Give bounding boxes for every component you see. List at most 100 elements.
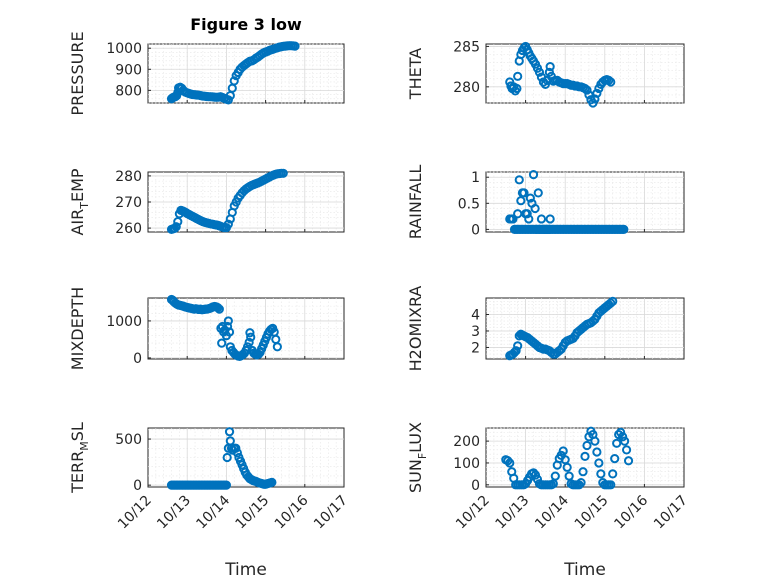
data-point bbox=[582, 440, 592, 451]
data-point bbox=[508, 214, 518, 224]
data-point bbox=[582, 85, 592, 95]
data-point bbox=[525, 193, 535, 203]
data-point bbox=[224, 427, 235, 437]
y-tick-label: 270 bbox=[115, 195, 142, 211]
x-tick-label: 10/17 bbox=[311, 493, 351, 533]
y-tick-label: 260 bbox=[115, 221, 142, 237]
y-tick-label: 800 bbox=[115, 83, 142, 99]
data-point bbox=[513, 71, 523, 81]
y-axis-label: MIXDEPTH bbox=[68, 287, 87, 370]
data-point bbox=[217, 338, 227, 348]
subplot-rainfall: 0 0.5 1 RAINFALL bbox=[406, 165, 685, 240]
y-tick-label: 0 bbox=[471, 222, 480, 238]
data-point bbox=[246, 332, 256, 342]
y-tick-label: 1000 bbox=[106, 314, 142, 330]
data-point bbox=[503, 456, 513, 466]
data-point bbox=[608, 296, 618, 306]
y-tick-label: 285 bbox=[453, 39, 480, 55]
subplot-pressure: 800 900 1000 PRESSURE bbox=[68, 31, 345, 116]
data-point bbox=[522, 209, 532, 219]
subplot-theta: 280 285 THETA bbox=[406, 39, 685, 108]
data-point bbox=[623, 456, 634, 466]
data-point bbox=[505, 458, 515, 468]
series-pressure bbox=[166, 41, 300, 105]
x-tick-label: 10/15 bbox=[572, 493, 612, 533]
x-tick-label: 10/16 bbox=[272, 492, 312, 532]
data-point bbox=[512, 83, 522, 94]
series-rainfall bbox=[505, 170, 629, 234]
data-point bbox=[530, 470, 541, 480]
series-sun-flux bbox=[501, 426, 634, 490]
x-tick-label: 10/13 bbox=[493, 493, 533, 533]
y-tick-label: 0 bbox=[133, 478, 142, 494]
series-h2omixra bbox=[505, 296, 618, 361]
y-tick-label: 0 bbox=[471, 478, 480, 494]
data-point bbox=[530, 203, 540, 214]
data-point bbox=[514, 175, 524, 185]
data-point bbox=[619, 224, 629, 234]
y-tick-label: 280 bbox=[453, 80, 480, 96]
x-tick-label: 10/14 bbox=[532, 492, 572, 532]
data-point bbox=[545, 62, 555, 72]
data-point bbox=[267, 477, 277, 487]
y-axis-label: PRESSURE bbox=[68, 31, 87, 115]
data-point bbox=[223, 219, 233, 229]
series-air-temp bbox=[166, 168, 288, 234]
x-tick-label: 10/16 bbox=[611, 492, 651, 532]
data-point bbox=[574, 480, 584, 490]
data-point bbox=[616, 427, 626, 437]
series-theta bbox=[505, 41, 616, 108]
data-point bbox=[245, 328, 255, 338]
y-tick-label: 1000 bbox=[106, 41, 142, 57]
y-tick-label: 900 bbox=[115, 62, 142, 78]
data-point bbox=[229, 76, 239, 86]
data-point bbox=[278, 168, 288, 178]
data-point bbox=[222, 452, 232, 463]
data-point bbox=[606, 480, 616, 490]
y-axis-label: AIRTEMP bbox=[68, 168, 91, 235]
data-point bbox=[580, 451, 590, 462]
data-point bbox=[608, 469, 618, 479]
y-tick-label: 3 bbox=[471, 324, 480, 340]
data-point bbox=[221, 480, 231, 490]
data-point bbox=[528, 170, 539, 180]
series-mixdepth bbox=[166, 294, 282, 362]
x-tick-label: 10/14 bbox=[193, 492, 233, 532]
y-tick-label: 4 bbox=[471, 307, 480, 323]
data-point bbox=[534, 67, 545, 77]
x-tick-label: 10/13 bbox=[154, 493, 194, 533]
data-point bbox=[594, 458, 604, 468]
y-axis-label: RAINFALL bbox=[406, 165, 425, 240]
data-point bbox=[232, 448, 242, 458]
data-point bbox=[562, 462, 572, 472]
data-point bbox=[590, 436, 600, 446]
y-axis-label: SUNFLUX bbox=[406, 422, 429, 493]
data-point bbox=[511, 346, 521, 356]
data-point bbox=[596, 469, 606, 479]
data-point bbox=[621, 445, 632, 455]
data-point bbox=[244, 337, 254, 347]
data-point bbox=[519, 188, 529, 198]
y-tick-label: 1 bbox=[471, 170, 480, 186]
data-point bbox=[545, 214, 555, 224]
subplot-h2omixra: 234 H2OMIXRA bbox=[406, 286, 685, 372]
data-point bbox=[224, 327, 235, 337]
data-point bbox=[612, 438, 622, 448]
x-tick-label: 10/15 bbox=[233, 493, 273, 533]
y-tick-label: 500 bbox=[115, 432, 142, 448]
subplot-terr-msl: 0 500 TERRMSL 10/12 10/13 10/14 10/15 10/16 10/1… bbox=[68, 422, 351, 580]
subplot-mixdepth: 0 1000 MIXDEPTH bbox=[68, 287, 345, 370]
data-point bbox=[536, 214, 547, 224]
data-point bbox=[544, 224, 554, 234]
data-point bbox=[290, 41, 300, 51]
data-point bbox=[558, 446, 568, 456]
data-point bbox=[171, 222, 181, 232]
x-axis-label: Time bbox=[563, 560, 606, 580]
data-point bbox=[592, 88, 602, 98]
data-point bbox=[223, 316, 233, 326]
y-axis-label: H2OMIXRA bbox=[406, 286, 425, 372]
data-point bbox=[272, 342, 282, 352]
y-tick-label: 200 bbox=[453, 434, 480, 450]
data-point bbox=[550, 471, 560, 481]
